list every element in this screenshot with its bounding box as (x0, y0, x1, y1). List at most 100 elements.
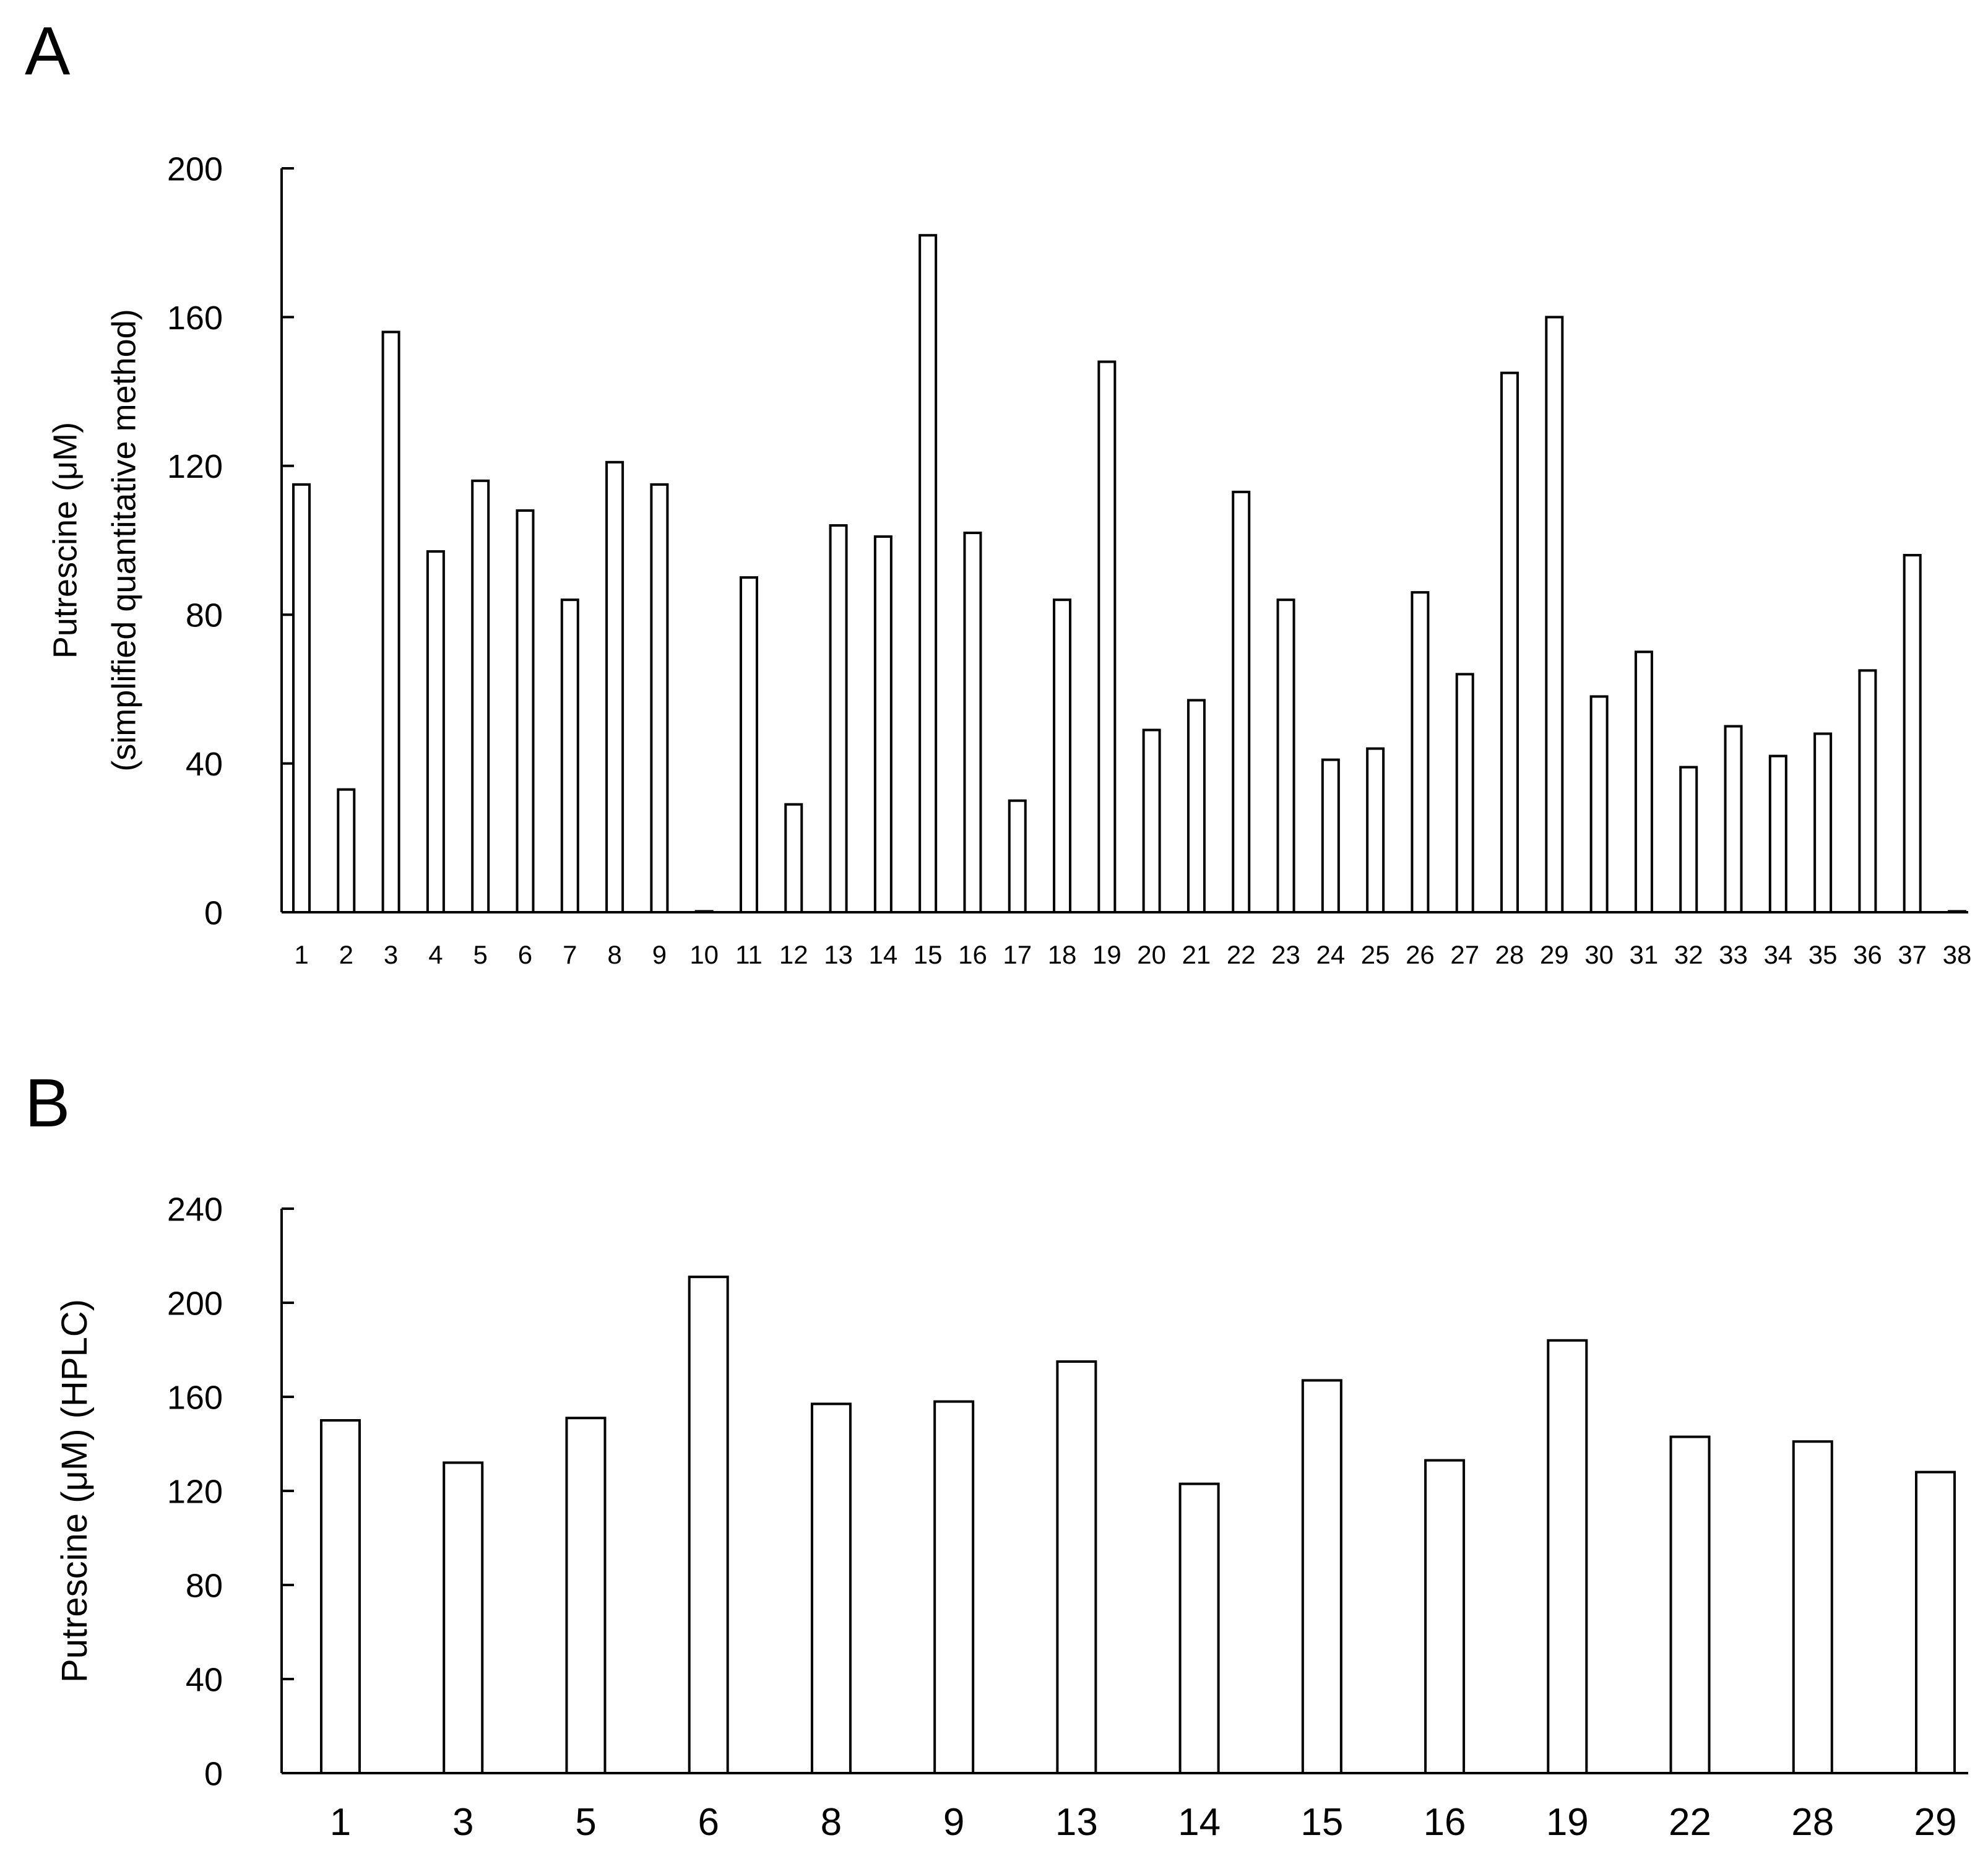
x-tick-label: 37 (1898, 940, 1927, 969)
x-tick-label: 2 (339, 940, 353, 969)
x-tick-label: 29 (1540, 940, 1569, 969)
x-tick-label: 18 (1048, 940, 1077, 969)
x-tick-label: 15 (1300, 1801, 1343, 1844)
bar (1547, 1339, 1588, 1775)
y-tick-label: 120 (167, 448, 223, 485)
bar (1813, 732, 1833, 914)
bar (873, 535, 892, 913)
x-tick-label: 15 (914, 940, 943, 969)
bar (1276, 598, 1295, 913)
x-tick-label: 4 (428, 940, 443, 969)
bar (1056, 1360, 1097, 1774)
bar (1097, 360, 1117, 913)
bar (1232, 490, 1251, 913)
x-tick-label: 35 (1809, 940, 1838, 969)
bar (784, 803, 803, 913)
bar (810, 1402, 852, 1774)
x-tick-label: 19 (1546, 1801, 1589, 1844)
bar (1948, 910, 1966, 913)
x-tick-label: 11 (735, 940, 763, 969)
y-tick-label: 160 (167, 1379, 223, 1416)
bar (1792, 1440, 1833, 1774)
bar (1915, 1470, 1956, 1775)
x-tick-label: 9 (943, 1801, 964, 1844)
bar (829, 524, 848, 913)
bar (565, 1417, 607, 1774)
y-tick-label: 0 (204, 1755, 223, 1792)
y-tick-label: 240 (167, 1191, 223, 1228)
x-tick-label: 14 (869, 940, 898, 969)
bar (1411, 591, 1430, 913)
x-tick-label: 38 (1943, 940, 1972, 969)
x-tick-label: 27 (1450, 940, 1479, 969)
bar (963, 531, 982, 913)
x-tick-label: 19 (1092, 940, 1121, 969)
x-tick-label: 23 (1271, 940, 1300, 969)
x-tick-label: 28 (1791, 1801, 1834, 1844)
x-tick-label: 6 (698, 1801, 719, 1844)
x-tick-label: 31 (1630, 940, 1659, 969)
bar (1142, 728, 1161, 913)
x-tick-label: 6 (518, 940, 532, 969)
bar (1634, 650, 1653, 914)
panel-label: B (25, 1065, 70, 1141)
y-tick-label: 40 (186, 746, 223, 783)
bar (320, 1419, 361, 1774)
y-tick-label: 120 (167, 1473, 223, 1510)
y-tick-label: 200 (167, 150, 223, 188)
y-tick-label: 0 (204, 894, 223, 931)
x-tick-label: 16 (958, 940, 987, 969)
bar (1724, 725, 1743, 913)
x-tick-label: 25 (1361, 940, 1390, 969)
x-tick-label: 24 (1316, 940, 1345, 969)
y-axis-title-line: (simplified quantitative method) (105, 309, 142, 771)
x-tick-label: 1 (330, 1801, 351, 1844)
y-tick-label: 160 (167, 300, 223, 337)
bar (1679, 766, 1698, 913)
panel-label: A (25, 13, 71, 89)
x-tick-label: 8 (821, 1801, 842, 1844)
bar (694, 910, 714, 913)
x-tick-label: 26 (1406, 940, 1435, 969)
y-tick-label: 40 (186, 1661, 223, 1698)
bar (1301, 1379, 1342, 1774)
y-tick-label: 80 (186, 597, 223, 634)
y-axis-title: Putrescine (μM) (HPLC) (54, 1299, 95, 1683)
x-tick-label: 5 (575, 1801, 596, 1844)
bar (1545, 316, 1564, 913)
bar (1669, 1435, 1711, 1775)
chart-b: B 0 40 80 120 160 200 240 Putrescine (μM) (HPLC)… (25, 1065, 1968, 1844)
x-tick-label: 7 (563, 940, 577, 969)
x-tick-label: 14 (1178, 1801, 1221, 1844)
bar (650, 483, 669, 913)
bar (1366, 747, 1385, 914)
x-tick-label: 13 (824, 940, 853, 969)
x-tick-label: 20 (1137, 940, 1166, 969)
bar (605, 460, 624, 913)
bar (443, 1461, 484, 1774)
bar (381, 330, 400, 913)
bar (337, 788, 356, 914)
bar (560, 598, 579, 913)
x-tick-label: 28 (1495, 940, 1524, 969)
x-tick-label: 10 (689, 940, 719, 969)
x-tick-label: 34 (1763, 940, 1792, 969)
y-tick-label: 80 (186, 1567, 223, 1604)
bar (1500, 371, 1519, 913)
x-tick-label: 32 (1674, 940, 1703, 969)
bar (1455, 673, 1474, 913)
bar (1424, 1459, 1466, 1775)
bar (918, 234, 938, 913)
bar (1858, 669, 1877, 913)
x-tick-label: 16 (1424, 1801, 1466, 1844)
x-tick-label: 22 (1227, 940, 1256, 969)
x-tick-label: 1 (294, 940, 308, 969)
bar (1053, 598, 1072, 913)
x-tick-label: 29 (1914, 1801, 1957, 1844)
bar (688, 1276, 729, 1774)
y-tick-label: 200 (167, 1285, 223, 1322)
bar (1589, 695, 1609, 914)
bar (1768, 754, 1787, 913)
bar (471, 479, 490, 913)
